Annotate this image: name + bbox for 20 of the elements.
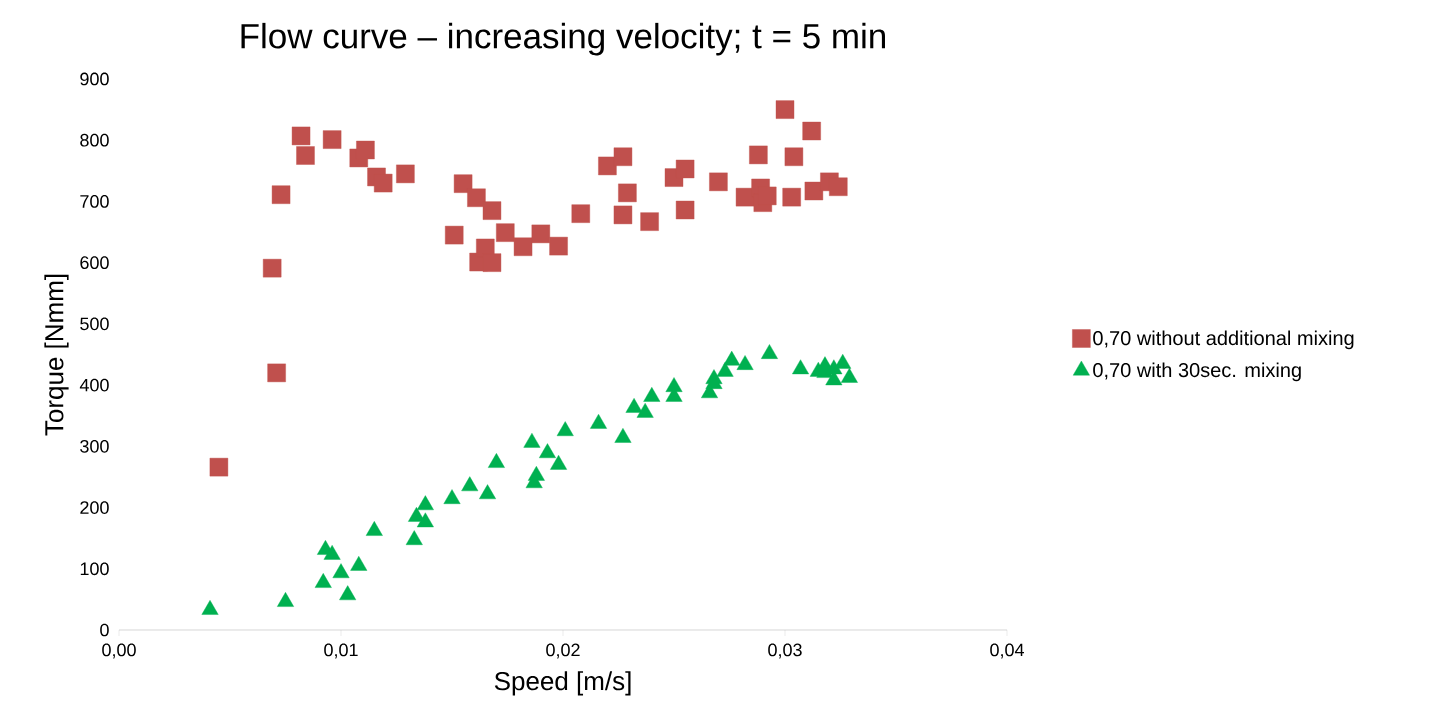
y-tick-label: 600 [80,256,109,270]
legend-label: 0,70 with 30sec. mixing [1093,362,1301,382]
y-tick-label: 0 [100,623,109,637]
x-axis-title: Speed [m/s] [494,671,631,696]
y-tick-label: 800 [80,133,109,147]
y-tick-label: 300 [80,439,109,453]
y-tick-label: 700 [80,195,109,208]
x-tick-label: 0,00 [102,643,136,659]
legend-label: 0,70 without additional mixing [1093,330,1354,350]
x-tick-label: 0,02 [546,643,580,659]
y-tick-label: 100 [80,562,109,576]
x-tick-label: 0,03 [768,643,802,659]
x-tick-label: 0,04 [990,643,1025,659]
y-axis-title: Torque [Nmm] [44,274,69,436]
y-tick-label: 500 [80,317,109,331]
x-tick-label: 0,01 [324,643,358,659]
chart-title: Flow curve – increasing velocity; t = 5 min [241,22,885,56]
y-tick-label: 200 [80,501,109,514]
y-tick-label: 900 [80,72,109,86]
y-tick-label: 400 [79,378,109,392]
